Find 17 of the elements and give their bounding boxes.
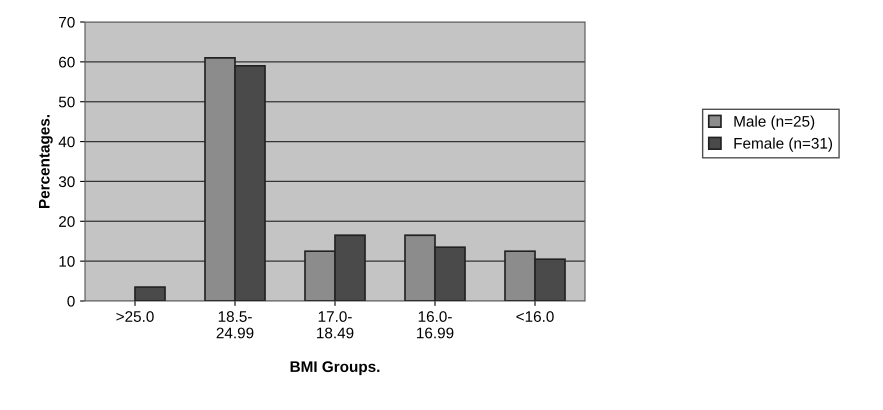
- x-tick-label: 16.0- 16.99: [417, 311, 454, 338]
- x-tick-label: 18.5- 24.99: [216, 311, 254, 338]
- legend-label: Male (n=25): [734, 116, 814, 130]
- y-tick-label: 10: [59, 256, 75, 267]
- y-tick-label: 30: [58, 176, 75, 188]
- y-tick-label: 50: [58, 96, 75, 108]
- x-tick-label: >25.0: [116, 311, 154, 322]
- x-tick-label: 17.0- 18.49: [317, 311, 354, 338]
- y-tick-label: 70: [59, 16, 75, 28]
- y-tick-label: 20: [59, 216, 75, 227]
- y-tick-label: 60: [59, 56, 75, 68]
- y-axis-title: Percentages.: [38, 114, 53, 208]
- y-tick-label: 40: [58, 136, 75, 148]
- x-axis-title: BMI Groups.: [290, 361, 380, 376]
- y-tick-label: 0: [67, 296, 75, 307]
- x-tick-label: <16.0: [516, 311, 554, 322]
- legend-label: Female (n=31): [734, 138, 832, 152]
